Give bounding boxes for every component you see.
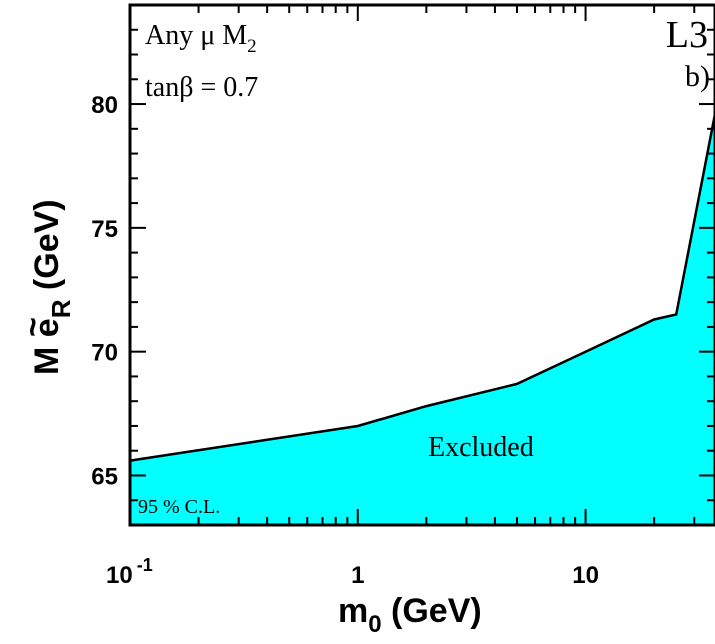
y-axis-title: M eR (GeV) bbox=[28, 199, 76, 375]
y-axis-title-tilde: ~ bbox=[14, 317, 52, 337]
params-text-line2: tanβ = 0.7 bbox=[145, 72, 258, 103]
plot-area bbox=[129, 113, 715, 525]
plot-frame bbox=[128, 3, 715, 527]
y-tick-label: 80 bbox=[91, 92, 118, 119]
x-tick-label: 10 -1 bbox=[106, 555, 153, 589]
tick-labels: 65 70 75 80 10 -1 1 10 bbox=[91, 92, 599, 589]
y-tick-label: 70 bbox=[91, 340, 118, 367]
params-text-line1: Any μ M2 bbox=[145, 20, 257, 57]
x-tick-label: 10 bbox=[572, 562, 599, 589]
x-tick-label: 1 bbox=[351, 562, 364, 589]
excluded-region bbox=[130, 114, 715, 525]
region-label: Excluded bbox=[428, 432, 534, 463]
y-tick-label: 65 bbox=[91, 463, 118, 490]
panel-label: b) bbox=[685, 60, 710, 93]
experiment-label: L3 bbox=[666, 14, 708, 56]
y-tick-label: 75 bbox=[91, 216, 118, 243]
confidence-label: 95 % C.L. bbox=[138, 496, 220, 518]
x-axis-title: m0 (GeV) bbox=[338, 592, 482, 638]
exclusion-boundary-line bbox=[129, 113, 715, 462]
